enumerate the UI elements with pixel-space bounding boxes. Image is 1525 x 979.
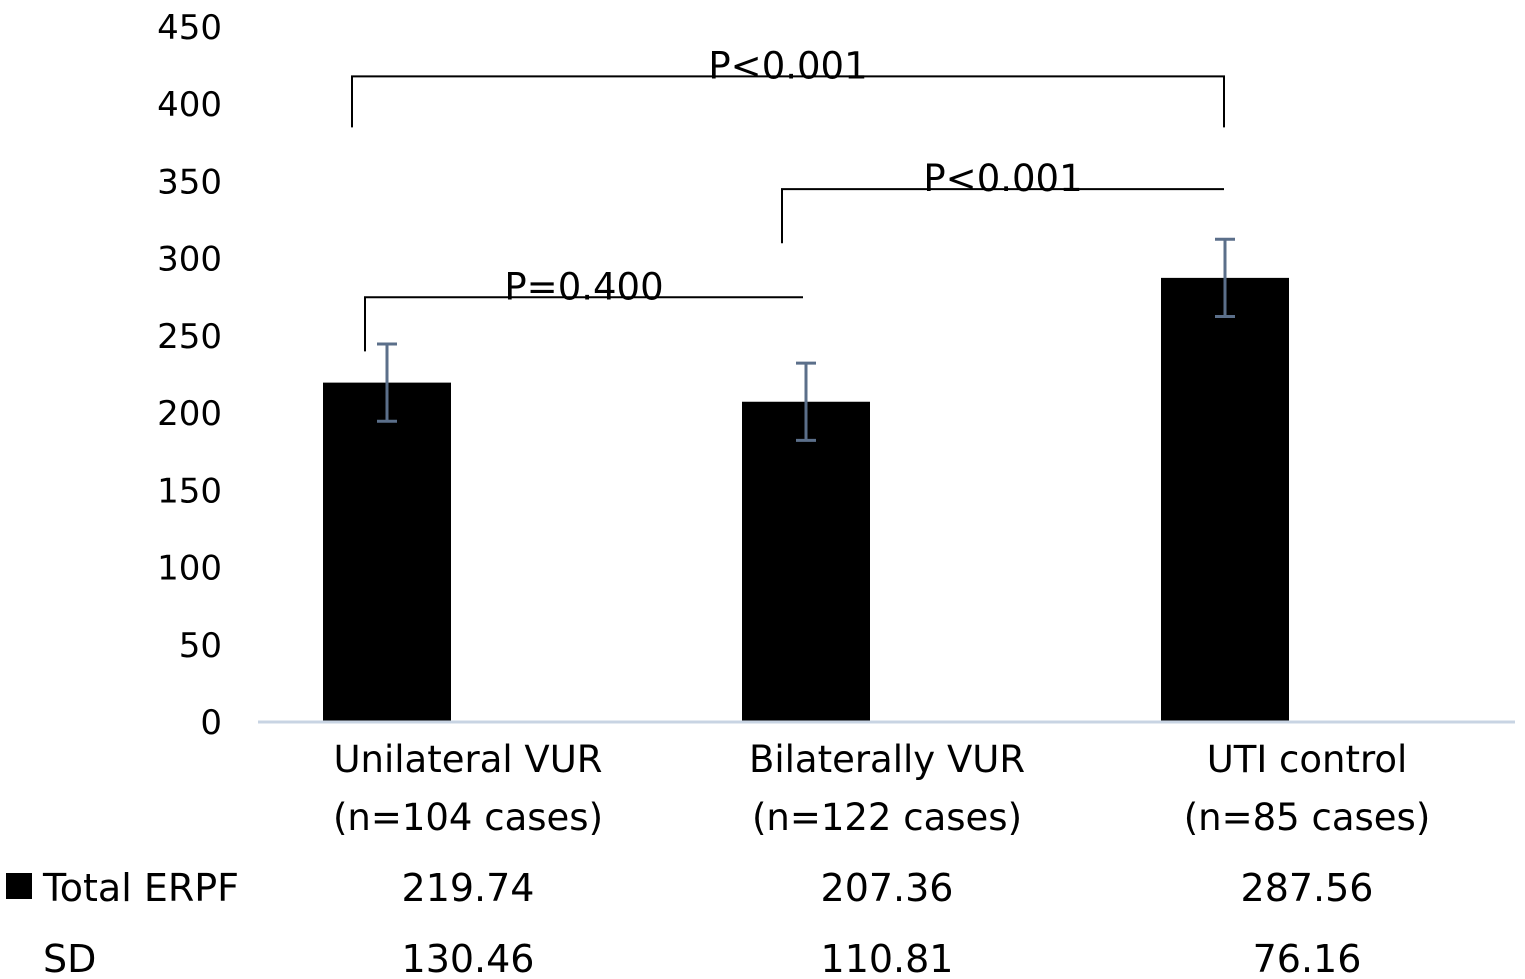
table-cell: 130.46 — [402, 937, 535, 979]
table-cell: 110.81 — [821, 937, 954, 979]
significance-bracket-1: P=0.400 — [364, 265, 803, 352]
category-name: UTI control — [1207, 738, 1408, 781]
category-label-2: Bilaterally VUR (n=122 cases) — [749, 738, 1025, 839]
table-row-label: Total ERPF — [42, 866, 239, 910]
table-cell: 76.16 — [1253, 937, 1362, 979]
error-bars — [377, 237, 1235, 442]
y-tick-label: 100 — [157, 549, 222, 589]
bracket-line — [781, 188, 1224, 244]
significance-brackets: P=0.400 P<0.001 P<0.001 — [351, 44, 1225, 352]
p-value-label: P=0.400 — [504, 265, 663, 308]
category-labels: Unilateral VUR (n=104 cases) Bilaterally V… — [333, 738, 1430, 839]
y-tick-label: 0 — [200, 703, 222, 743]
y-tick-label: 300 — [157, 240, 222, 280]
category-label-1: Unilateral VUR (n=104 cases) — [333, 738, 603, 839]
bar-3 — [1161, 277, 1289, 722]
bracket-line — [351, 75, 1225, 128]
p-value-label: P<0.001 — [923, 157, 1082, 200]
y-tick-label: 350 — [157, 162, 222, 202]
category-label-3: UTI control (n=85 cases) — [1184, 738, 1431, 839]
p-value-label: P<0.001 — [708, 44, 867, 87]
category-count: (n=85 cases) — [1184, 796, 1431, 839]
y-tick-label: 150 — [157, 471, 222, 511]
table-row-label: SD — [43, 937, 96, 979]
y-tick-label: 200 — [157, 394, 222, 434]
significance-bracket-3: P<0.001 — [351, 44, 1225, 128]
significance-bracket-2: P<0.001 — [781, 157, 1224, 244]
category-name: Unilateral VUR — [333, 738, 602, 781]
data-table: Total ERPF 219.74 207.36 287.56 SD 130.46 110.… — [6, 866, 1373, 979]
error-bar-2 — [796, 361, 816, 442]
category-count: (n=104 cases) — [333, 796, 603, 839]
y-axis-ticks: 0 50 100 150 200 250 300 350 400 450 — [157, 8, 222, 743]
y-tick-label: 400 — [157, 85, 222, 125]
table-cell: 219.74 — [402, 866, 535, 910]
bars — [323, 277, 1289, 722]
table-row-2: SD 130.46 110.81 76.16 — [43, 937, 1361, 979]
bar-2 — [742, 401, 870, 722]
bracket-line — [364, 296, 803, 352]
table-cell: 287.56 — [1241, 866, 1374, 910]
y-tick-label: 450 — [157, 8, 222, 48]
y-tick-label: 250 — [157, 317, 222, 357]
table-cell: 207.36 — [821, 866, 954, 910]
category-count: (n=122 cases) — [752, 796, 1022, 839]
y-tick-label: 50 — [179, 626, 222, 666]
category-name: Bilaterally VUR — [749, 738, 1025, 781]
error-bar-1 — [377, 342, 397, 423]
table-row-1: Total ERPF 219.74 207.36 287.56 — [6, 866, 1373, 910]
bar-1 — [323, 382, 451, 722]
error-bar-3 — [1215, 237, 1235, 318]
legend-key-swatch — [6, 873, 32, 899]
